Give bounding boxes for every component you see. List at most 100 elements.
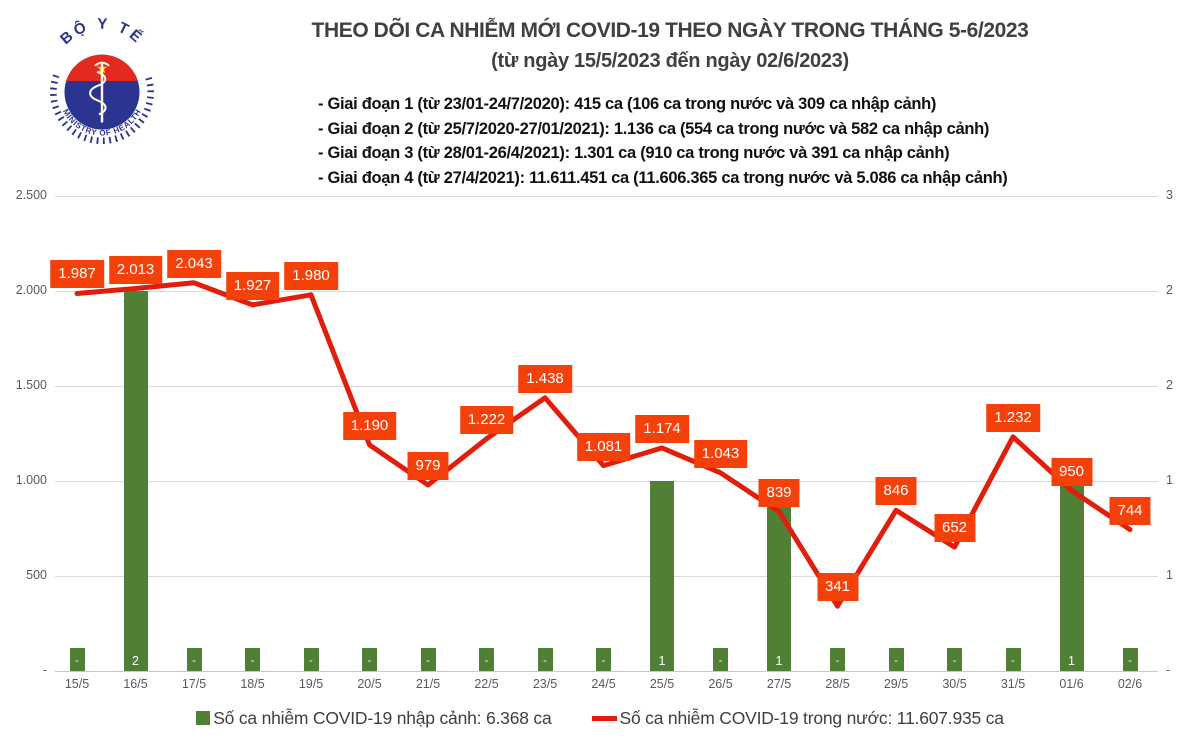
x-axis-date-label: 21/5: [415, 677, 441, 691]
import-cases-bar-stub: -: [713, 648, 728, 671]
import-cases-bar-stub: -: [362, 648, 377, 671]
x-axis-date-label: 30/5: [942, 677, 967, 691]
phase-note-2: - Giai đoạn 2 (từ 25/7/2020-27/01/2021):…: [318, 119, 990, 138]
import-cases-bar-stub: -: [303, 648, 319, 671]
import-cases-bar-stub: -: [420, 648, 436, 671]
bar-value-label: -: [367, 655, 372, 667]
bar-value-label: -: [309, 655, 313, 667]
data-point-label: 1.222: [459, 405, 514, 434]
import-cases-bar-stub: -: [245, 648, 260, 671]
x-axis-date-label: 28/5: [825, 677, 850, 691]
data-point-label: 1.987: [50, 260, 104, 289]
y-axis-tick-left: 1.000: [15, 473, 47, 487]
legend-bar-swatch-icon: [196, 711, 211, 725]
import-cases-bar-stub: -: [830, 648, 845, 671]
x-axis-date-label: 19/5: [298, 677, 324, 691]
y-axis-tick-right: 1: [1166, 568, 1173, 582]
data-point-label: 846: [875, 477, 917, 506]
data-point-label: 839: [758, 478, 800, 507]
data-point-label: 1.232: [986, 403, 1040, 432]
gridline: [55, 291, 1158, 292]
y-axis-tick-right: 2: [1166, 378, 1173, 392]
bar-value-label: 1: [775, 654, 783, 668]
data-point-label: 652: [933, 514, 976, 543]
y-axis-tick-right: 3: [1166, 188, 1173, 202]
data-point-label: 1.190: [342, 411, 397, 440]
import-cases-bar-stub: -: [69, 648, 85, 671]
x-axis-date-label: 25/5: [649, 677, 675, 691]
x-axis-date-label: 24/5: [591, 677, 616, 691]
bar-value-label: -: [75, 655, 79, 667]
bar-value-label: -: [426, 655, 430, 667]
import-cases-bar-stub: -: [537, 648, 553, 671]
gridline: [55, 671, 1158, 672]
import-cases-bar: 1: [767, 481, 791, 671]
legend-item-domestic: Số ca nhiễm COVID-19 trong nước: 11.607.…: [591, 707, 1004, 729]
chart-legend: Số ca nhiễm COVID-19 nhập cảnh: 6.368 ca…: [0, 701, 1200, 735]
x-axis-date-label: 18/5: [240, 677, 265, 691]
phase-note-3: - Giai đoạn 3 (từ 28/01-26/4/2021): 1.30…: [318, 144, 950, 162]
data-point-label: 1.438: [518, 364, 572, 393]
data-point-label: 1.927: [225, 271, 280, 300]
data-point-label: 1.081: [576, 432, 631, 461]
gridline: [55, 576, 1158, 577]
bar-value-label: -: [894, 655, 898, 667]
legend-line-label: Số ca nhiễm COVID-19 trong nước: 11.607.…: [619, 707, 1004, 728]
x-axis-date-label: 15/5: [64, 677, 90, 691]
phase-note-4: - Giai đoạn 4 (từ 27/4/2021): 11.611.451…: [318, 168, 1008, 187]
ministry-logo-icon: BỘ Y TẾ ★ MINISTRY OF HEALTH: [50, 16, 154, 145]
x-axis-date-label: 01/6: [1059, 677, 1084, 691]
y-axis-tick-right: -: [1166, 663, 1171, 677]
x-axis-date-label: 26/5: [708, 677, 733, 691]
chart-subtitle: (từ ngày 15/5/2023 đến ngày 02/6/2023): [491, 50, 849, 72]
gridline: [55, 481, 1158, 482]
x-axis-date-label: 31/5: [1000, 677, 1026, 691]
import-cases-bar-stub: -: [479, 648, 494, 671]
data-point-label: 2.043: [167, 249, 221, 278]
import-cases-bar: 1: [1059, 481, 1084, 671]
data-point-label: 2.013: [108, 255, 163, 284]
chart-header: THEO DÕI CA NHIỄM MỚI COVID-19 THEO NGÀY…: [190, 16, 1150, 76]
y-axis-tick-right: 1: [1166, 473, 1173, 487]
y-axis-tick-left: 1.500: [15, 378, 47, 392]
bar-value-label: -: [250, 655, 255, 667]
ministry-of-health-logo: BỘ Y TẾ ★ MINISTRY OF HEALTH: [36, 8, 168, 158]
bar-value-label: -: [601, 655, 606, 667]
bar-value-label: -: [718, 655, 723, 667]
import-cases-bar-stub: -: [888, 648, 904, 671]
y-axis-tick-left: 2.500: [15, 188, 47, 202]
bar-value-label: -: [1011, 655, 1015, 667]
bar-value-label: -: [835, 655, 840, 667]
data-point-label: 341: [816, 573, 859, 602]
phase-notes: - Giai đoạn 1 (từ 23/01-24/7/2020): 415 …: [318, 92, 1008, 190]
legend-bar-label: Số ca nhiễm COVID-19 nhập cảnh: 6.368 ca: [213, 707, 552, 728]
phase-note-1: - Giai đoạn 1 (từ 23/01-24/7/2020): 415 …: [318, 95, 937, 113]
bar-value-label: -: [952, 655, 957, 667]
chart-title: THEO DÕI CA NHIỄM MỚI COVID-19 THEO NGÀY…: [311, 19, 1029, 42]
x-axis-date-label: 02/6: [1117, 677, 1143, 691]
x-axis-date-label: 17/5: [181, 677, 207, 691]
x-axis-date-label: 20/5: [357, 677, 382, 691]
gridline: [55, 386, 1158, 387]
gridline: [55, 196, 1158, 197]
import-cases-bar: 1: [650, 481, 674, 671]
legend-line-swatch-icon: [591, 715, 617, 721]
legend-item-imported: Số ca nhiễm COVID-19 nhập cảnh: 6.368 ca: [196, 707, 552, 729]
import-cases-bar-stub: -: [1005, 648, 1021, 671]
bar-value-label: -: [1128, 655, 1132, 667]
import-cases-bar-stub: -: [596, 648, 611, 671]
bar-value-label: -: [543, 655, 547, 667]
y-axis-tick-right: 2: [1166, 283, 1173, 297]
data-point-label: 1.980: [284, 261, 338, 290]
x-axis-date-label: 27/5: [766, 677, 792, 691]
bar-value-label: 1: [658, 654, 666, 668]
data-point-label: 744: [1109, 496, 1151, 525]
logo-snake-icon: [89, 70, 107, 116]
data-point-label: 950: [1050, 457, 1093, 486]
bar-value-label: -: [484, 655, 489, 667]
x-axis-date-label: 23/5: [532, 677, 558, 691]
y-axis-tick-left: 2.000: [15, 283, 47, 297]
